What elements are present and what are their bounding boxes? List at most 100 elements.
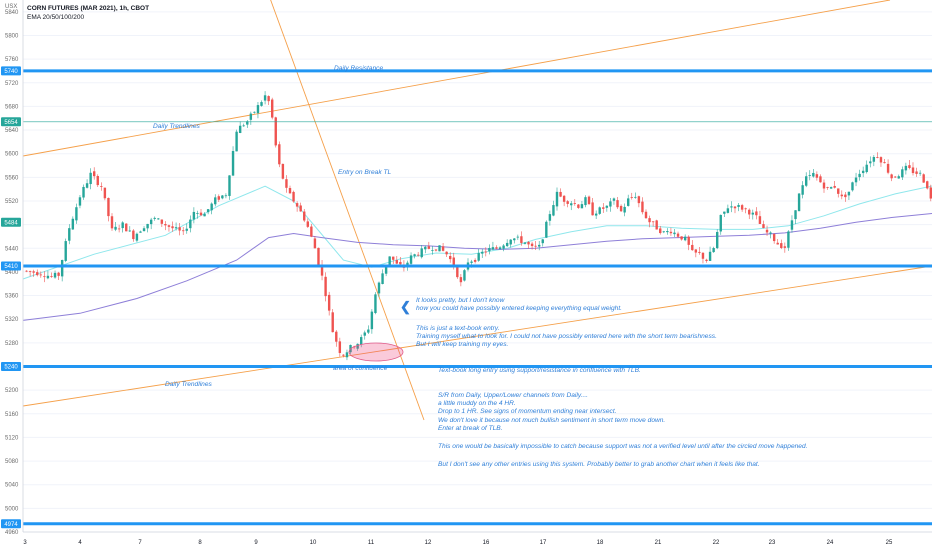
candle-body (100, 186, 103, 187)
candle-body (231, 151, 235, 176)
candle-body (53, 272, 57, 278)
candle-body (452, 257, 455, 266)
candle-body (117, 228, 121, 230)
candle-body (840, 194, 843, 197)
candle-body (199, 212, 203, 216)
indicator-label[interactable]: EMA 20/50/100/200 (27, 14, 85, 21)
candle-body (43, 276, 46, 278)
candle-body (185, 228, 188, 231)
candle-body (926, 181, 929, 189)
overlay-layer: 5740 5654 5484 5410 5240 4974 (1, 66, 404, 529)
candle-body (651, 221, 655, 223)
candle-body (559, 191, 562, 197)
price-badge: 5740 (1, 66, 21, 76)
candle-body (737, 204, 740, 207)
candle-body (772, 234, 776, 242)
candle-body (189, 219, 192, 229)
candle-body (281, 163, 285, 179)
candle-body (50, 276, 53, 277)
candle-body (911, 167, 915, 174)
candle-body (548, 214, 552, 221)
y-tick-label: 5400 (5, 270, 19, 276)
candle-body (335, 331, 338, 342)
candle-body (783, 246, 787, 248)
candle-body (829, 187, 833, 189)
candle-body (922, 174, 925, 183)
candle-body (812, 172, 815, 177)
candle-body (765, 229, 769, 233)
candle-body (826, 187, 829, 188)
confluence-ellipse[interactable] (348, 342, 404, 362)
y-tick-label: 5360 (5, 294, 19, 300)
candle-body (879, 157, 883, 163)
candle-body (438, 245, 441, 252)
candle-body (680, 236, 683, 240)
trendlines-layer (22, 0, 932, 421)
candle-body (673, 232, 676, 235)
candle-body (89, 172, 92, 185)
candle-body (865, 164, 868, 173)
candle-body (473, 259, 477, 262)
candle-body (399, 261, 402, 265)
symbol-title[interactable]: CORN FUTURES (MAR 2021), 1h, CBOT (27, 5, 150, 12)
candle-body (584, 197, 587, 206)
price-badge: 4974 (1, 519, 21, 529)
time-axis[interactable]: 3 4 7 8 9 10 11 12 16 17 18 21 22 23 24 25 (23, 531, 932, 546)
candle-body (669, 231, 673, 234)
candle-body (854, 177, 858, 183)
candle-body (327, 294, 331, 311)
candle-body (701, 252, 705, 259)
candle-body (459, 277, 463, 283)
candle-body (801, 185, 804, 195)
candle-body (377, 282, 381, 294)
candle-body (331, 312, 334, 333)
candle-body (139, 231, 142, 233)
price-badge-label: 5410 (4, 264, 18, 270)
y-tick-label: 5840 (5, 10, 19, 16)
candle-body (93, 171, 96, 177)
candle-body (132, 230, 135, 240)
candle-body (60, 259, 64, 277)
candle-body (235, 131, 238, 152)
candle-body (498, 247, 502, 250)
candle-body (196, 213, 199, 214)
x-tick-label: 25 (886, 540, 893, 546)
candle-body (481, 251, 484, 254)
candle-body (630, 197, 633, 198)
candle-body (740, 205, 744, 210)
x-tick-label: 23 (769, 540, 776, 546)
candle-body (659, 228, 662, 234)
candle-body (174, 227, 178, 229)
candle-body (278, 144, 281, 165)
y-tick-label: 5080 (5, 459, 19, 465)
candle-body (495, 247, 498, 249)
candle-body (103, 187, 107, 199)
candle-body (580, 204, 584, 209)
candle-body (416, 254, 420, 256)
candle-body (210, 203, 213, 211)
candle-body (85, 183, 89, 188)
y-tick-label: 5600 (5, 152, 19, 158)
x-tick-label: 17 (540, 540, 547, 546)
x-tick-label: 11 (368, 540, 375, 546)
candle-body (833, 185, 836, 188)
candle-body (64, 241, 67, 261)
candle-body (110, 216, 114, 229)
candle-body (530, 243, 534, 247)
candle-body (217, 196, 220, 200)
candle-body (502, 245, 505, 249)
candle-body (292, 191, 295, 202)
candle-body (338, 341, 342, 353)
candle-body (619, 205, 623, 212)
candle-body (520, 236, 523, 243)
daily-resistance-label: Daily Resistance (334, 65, 384, 72)
candle-body (125, 223, 128, 232)
note-long-entry: Text-book long entry using support/resis… (438, 367, 641, 374)
candle-body (82, 186, 85, 198)
candle-body (392, 256, 395, 260)
candle-body (683, 236, 687, 241)
candle-body (342, 354, 345, 356)
y-tick-label: 5560 (5, 175, 19, 181)
candle-body (39, 274, 42, 276)
